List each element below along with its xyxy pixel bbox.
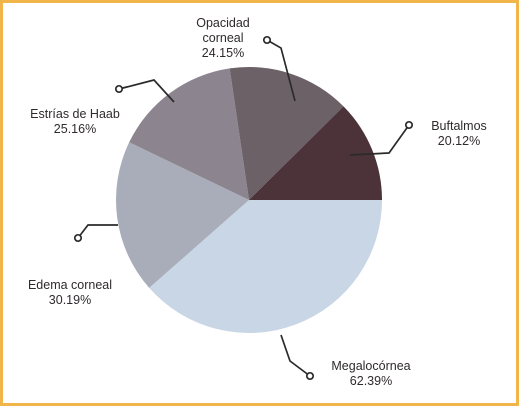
leader-line-opacidad	[266, 39, 296, 102]
value-edema: 30.19%	[49, 293, 91, 307]
leader-lines	[73, 35, 414, 381]
leader-dot-opacidad	[262, 35, 272, 45]
label-opacidad-line1: Opacidad	[196, 16, 250, 30]
pie-slice-4	[249, 106, 382, 200]
leader-dot-estrias	[114, 84, 124, 94]
leader-dot-buftalmos	[404, 120, 414, 130]
leader-line-estrias	[118, 79, 175, 103]
value-opacidad: 24.15%	[202, 46, 244, 60]
value-estrias: 25.16%	[54, 122, 96, 136]
leader-dot-edema	[73, 233, 83, 243]
slice-labels: Opacidad corneal 24.15% Buftalmos 20.12%…	[28, 16, 487, 388]
label-estrias: Estrías de Haab	[30, 107, 120, 121]
pie-slice-2	[129, 68, 249, 200]
pie-slice-1	[116, 142, 249, 288]
value-megalocornea: 62.39%	[350, 374, 392, 388]
pie-slice-3	[229, 67, 344, 200]
leader-line-edema	[77, 224, 118, 239]
label-megalocornea: Megalocórnea	[331, 359, 410, 373]
label-buftalmos: Buftalmos	[431, 119, 487, 133]
pie-slice-0	[149, 200, 382, 333]
label-edema: Edema corneal	[28, 278, 112, 292]
value-buftalmos: 20.12%	[438, 134, 480, 148]
leader-line-buftalmos	[349, 124, 410, 156]
pie-slices	[116, 67, 382, 333]
leader-line-megalocornea	[280, 334, 311, 377]
leader-dot-megalocornea	[305, 371, 315, 381]
label-opacidad-line2: corneal	[203, 31, 244, 45]
